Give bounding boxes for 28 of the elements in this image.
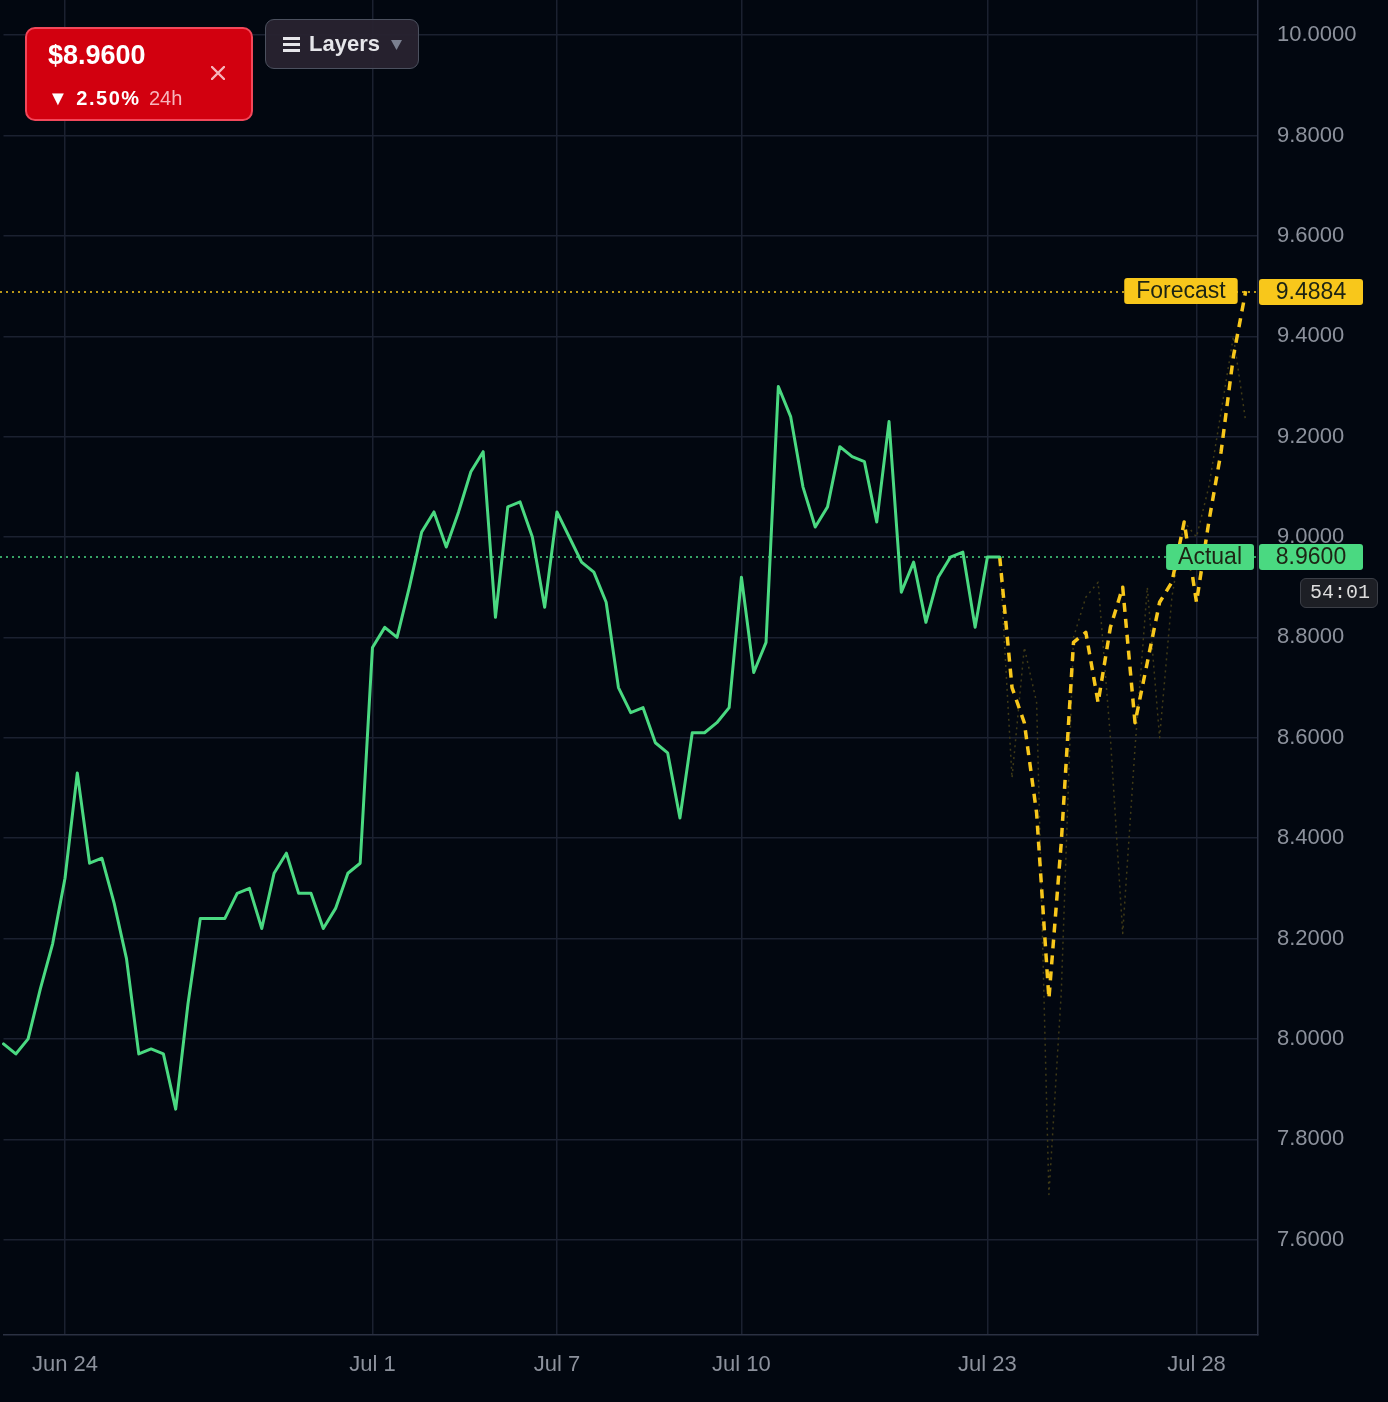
y-tick-label: 8.8000	[1277, 623, 1345, 649]
y-tick-label: 9.4000	[1277, 322, 1345, 348]
y-tick-label: 9.2000	[1277, 422, 1345, 448]
y-tick-label: 7.8000	[1277, 1125, 1345, 1151]
annotation: Layers	[309, 31, 380, 57]
text: 54:01	[1310, 581, 1371, 605]
line-series	[998, 335, 1247, 1196]
x-tick-label: Jul 1	[349, 1351, 396, 1377]
y-tick-label: 8.0000	[1277, 1024, 1345, 1050]
ref-line-label: 9.4884	[1275, 278, 1347, 305]
y-tick-label: 9.8000	[1277, 121, 1345, 147]
y-tick-label: 8.6000	[1277, 723, 1345, 749]
x-tick-label: Jul 7	[533, 1351, 581, 1377]
annotation: 24h	[149, 86, 183, 110]
x-tick-label: Jun 24	[31, 1351, 99, 1377]
annotation: $8.9600	[48, 40, 146, 70]
y-tick-label: 8.4000	[1277, 824, 1345, 850]
series-label: Forecast	[1136, 277, 1227, 304]
x-tick-label: Jul 10	[712, 1351, 771, 1377]
y-tick-label: 10.0000	[1277, 21, 1357, 47]
x-tick-label: Jul 23	[958, 1351, 1017, 1377]
x-tick-label: Jul 28	[1167, 1351, 1226, 1377]
annotation: ▼ 2.50%	[48, 86, 141, 110]
text: Actual	[1178, 543, 1243, 570]
y-tick-label: 8.2000	[1277, 924, 1345, 950]
y-tick-label: 7.6000	[1277, 1225, 1345, 1251]
y-tick-label: 9.6000	[1277, 221, 1345, 247]
ref-line-label: 8.9600	[1275, 543, 1347, 570]
